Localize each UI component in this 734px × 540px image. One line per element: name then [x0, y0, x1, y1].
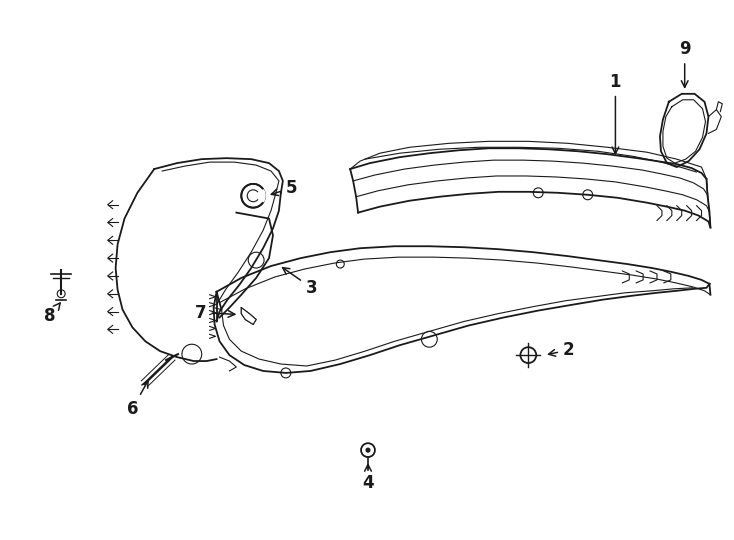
Wedge shape	[258, 190, 265, 202]
Polygon shape	[241, 308, 256, 325]
Text: 4: 4	[362, 464, 374, 492]
Text: 6: 6	[127, 381, 148, 417]
Text: 1: 1	[610, 73, 621, 154]
Text: 8: 8	[43, 303, 60, 326]
Text: 9: 9	[679, 40, 691, 87]
Text: 3: 3	[283, 268, 317, 297]
Text: 2: 2	[548, 341, 575, 359]
Circle shape	[366, 448, 370, 452]
Text: 7: 7	[195, 303, 235, 321]
Text: 5: 5	[272, 179, 297, 197]
